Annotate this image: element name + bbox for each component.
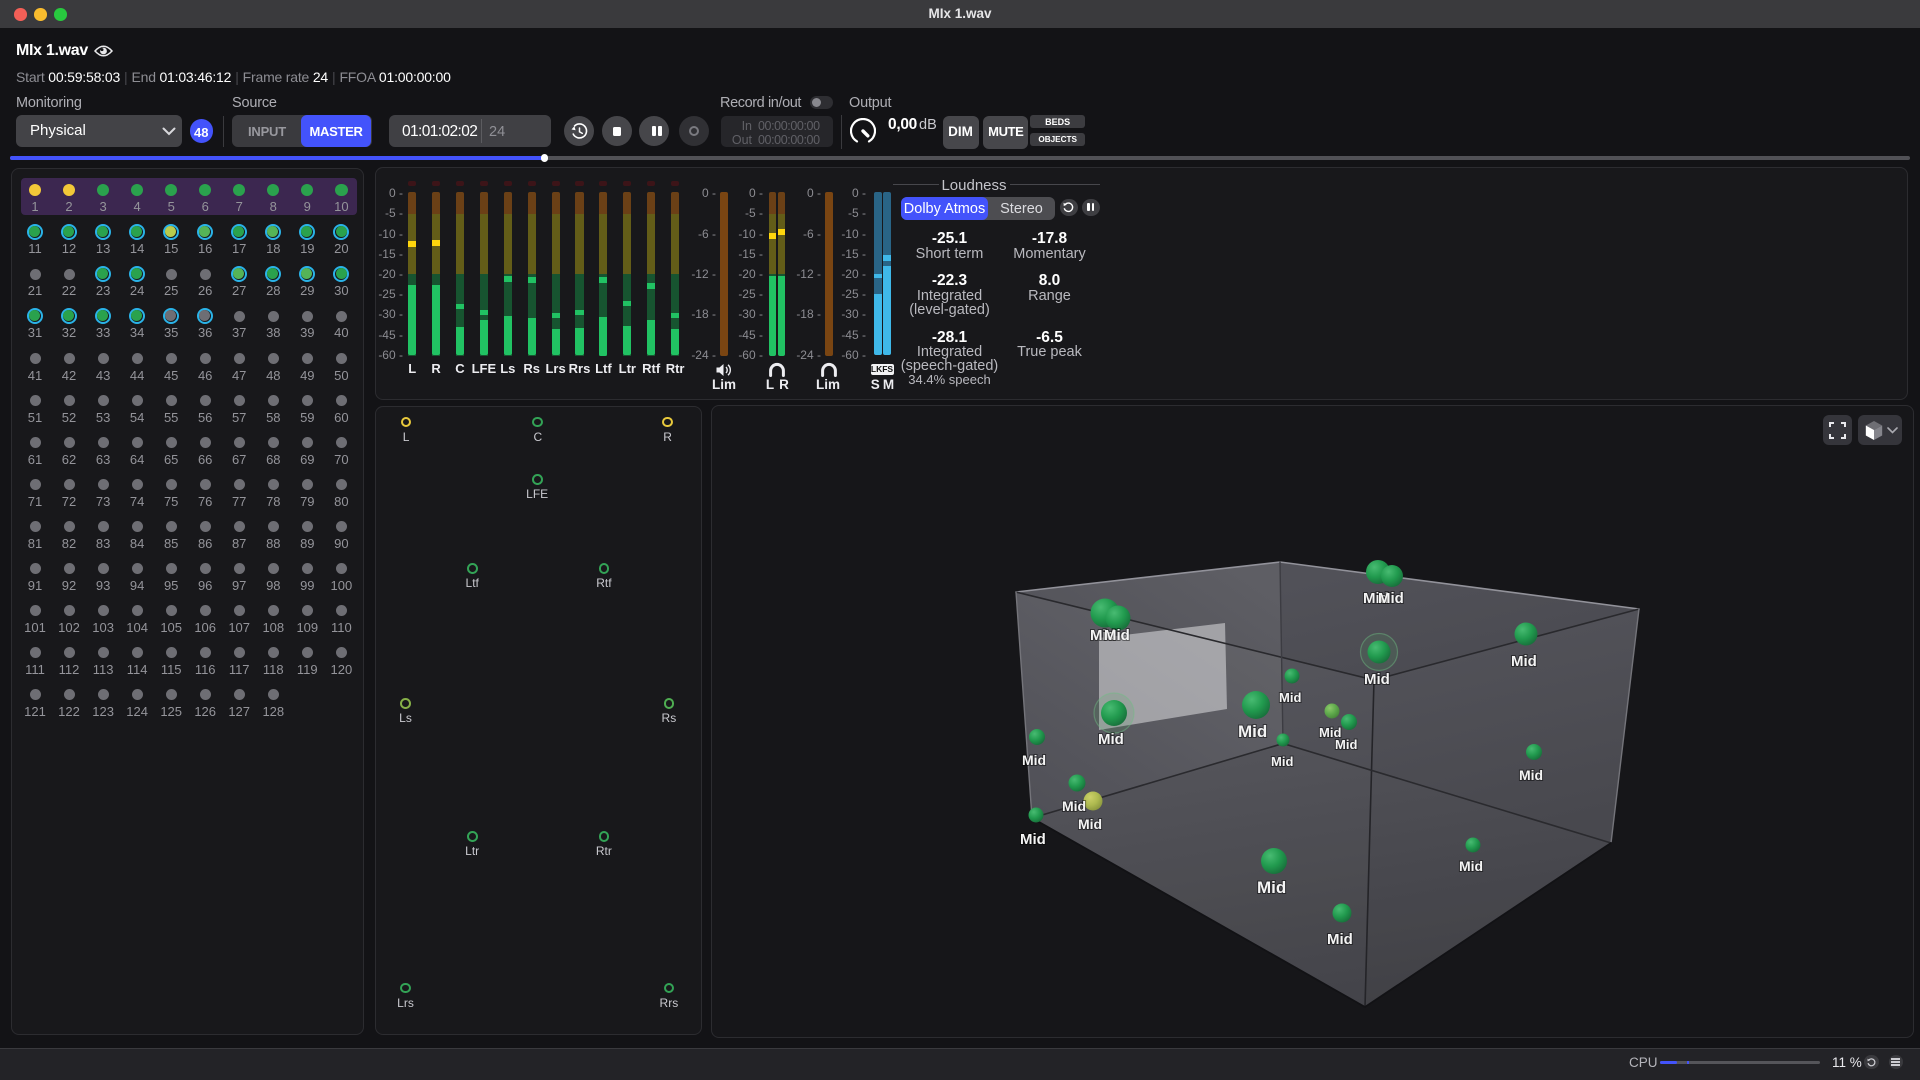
svg-text:Mid: Mid — [1271, 754, 1293, 769]
svg-text:Mid: Mid — [1090, 627, 1116, 644]
svg-text:Mid: Mid — [1104, 627, 1130, 644]
svg-text:Mid: Mid — [1022, 752, 1046, 768]
svg-text:Mid: Mid — [1519, 767, 1543, 783]
svg-text:Mid: Mid — [1459, 858, 1483, 874]
svg-text:Mid: Mid — [1279, 690, 1301, 705]
svg-text:Mid: Mid — [1062, 798, 1086, 814]
svg-text:Mid: Mid — [1327, 931, 1353, 948]
svg-text:Mid: Mid — [1335, 737, 1357, 752]
svg-text:Mid: Mid — [1511, 653, 1537, 670]
svg-text:Mid: Mid — [1319, 725, 1341, 740]
svg-text:Mid: Mid — [1078, 816, 1102, 832]
svg-text:Mid: Mid — [1020, 831, 1046, 848]
svg-text:Mid: Mid — [1364, 671, 1390, 688]
svg-text:Mid: Mid — [1238, 722, 1267, 741]
svg-text:Mid: Mid — [1363, 590, 1389, 607]
svg-text:Mid: Mid — [1098, 731, 1124, 748]
svg-text:Mid: Mid — [1257, 878, 1286, 897]
svg-text:Mid: Mid — [1378, 590, 1404, 607]
